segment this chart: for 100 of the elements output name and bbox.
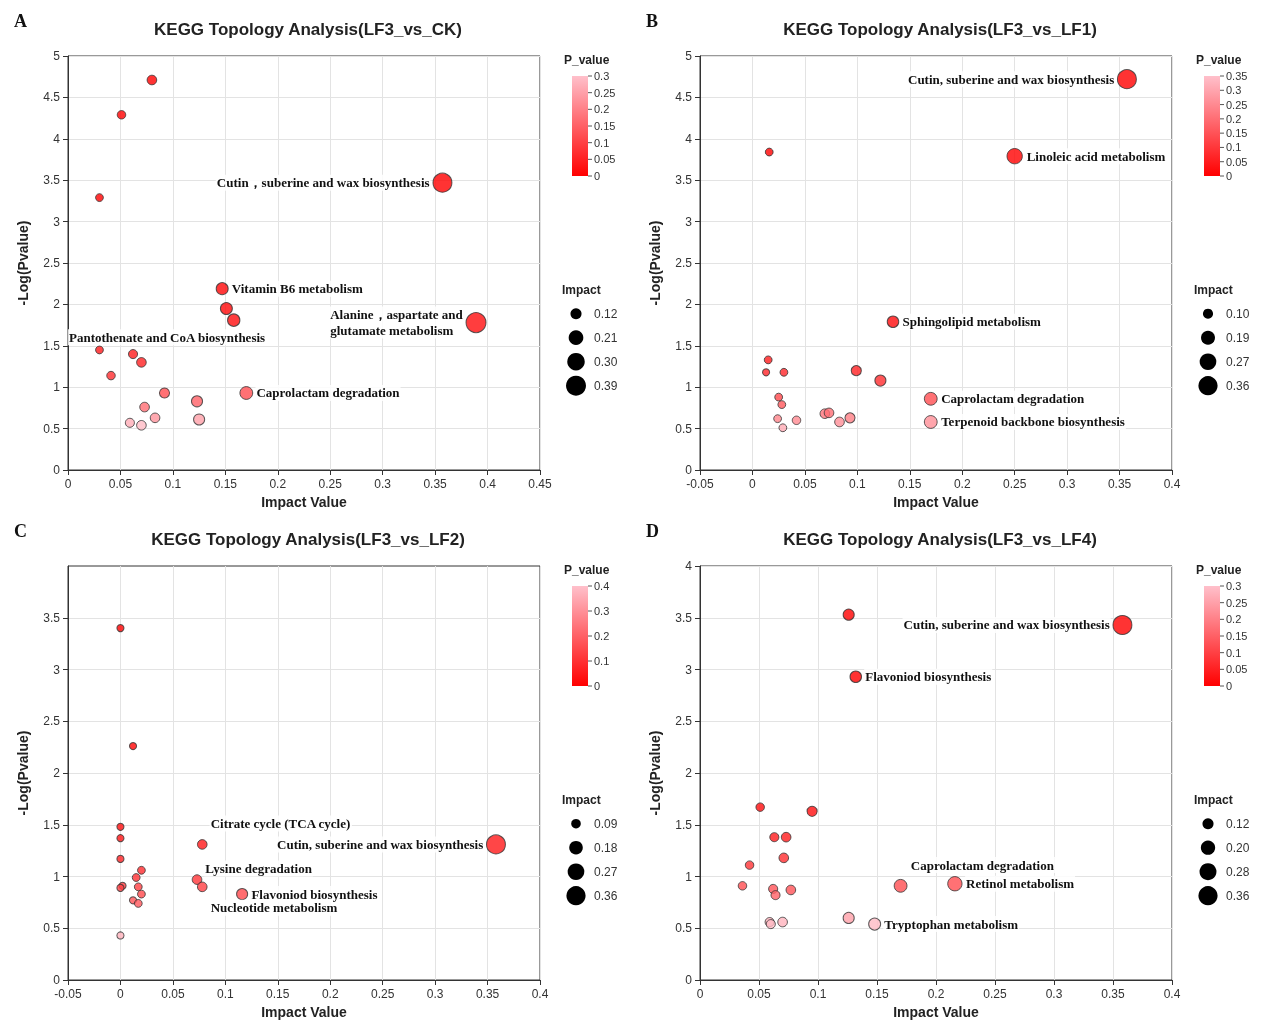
legend-label: 0.27: [594, 864, 618, 879]
x-axis-title: Impact Value: [893, 493, 980, 510]
chart-title: KEGG Topology Analysis(LF3_vs_CK): [154, 20, 462, 39]
y-axis-title: -Log(Pvalue): [15, 220, 31, 306]
y-tick-label: 1: [685, 380, 693, 395]
color-bar-label: 0: [594, 170, 601, 182]
legend-label: 0.28: [1226, 864, 1250, 879]
x-tick-label: 0.3: [1045, 987, 1063, 1001]
x-tick-label: 0.35: [475, 987, 500, 1001]
legend-label: 0.19: [1226, 330, 1250, 345]
y-tick-label: 5: [53, 49, 61, 63]
legend-label: 0.10: [1226, 306, 1250, 321]
legend-label: 0.30: [594, 354, 618, 369]
color-bar-label: 0.1: [594, 655, 610, 667]
x-tick-label: 0.05: [747, 987, 771, 1001]
legend-label: 0.36: [594, 888, 618, 903]
annotation: Flavoniod biosynthesis: [865, 669, 992, 685]
color-bar-label: 0.25: [1226, 596, 1248, 609]
x-axis-title: Impact Value: [261, 493, 348, 510]
y-tick-label: 1.5: [43, 817, 61, 832]
color-bar-label: 0.3: [594, 605, 610, 617]
y-tick-label: 4.5: [43, 90, 61, 105]
color-bar-title: P_value: [564, 563, 610, 577]
x-tick-label: 0.15: [865, 987, 889, 1001]
y-tick-label: 1.5: [675, 817, 693, 832]
color-bar-label: 0.05: [594, 153, 616, 166]
x-tick-label: 0: [117, 987, 125, 1001]
annotation: Flavoniod biosynthesis: [251, 886, 378, 902]
color-bar-title: P_value: [1196, 53, 1242, 67]
y-tick-label: 3: [685, 214, 693, 229]
legend-title: Impact: [562, 282, 601, 297]
x-tick-label: 0: [749, 477, 757, 491]
y-tick-label: 2.5: [43, 714, 61, 729]
y-tick-label: 1: [53, 869, 61, 884]
x-tick-label: 0.1: [848, 477, 866, 491]
x-tick-label: 0.3: [1058, 477, 1076, 491]
x-tick-label: 0.2: [927, 987, 945, 1001]
y-tick-label: 0: [53, 463, 61, 477]
x-tick-label: 0.15: [266, 987, 290, 1001]
annotation: Cutin, suberine and wax biosynthesis: [907, 71, 1115, 87]
y-tick-label: 4.5: [675, 90, 693, 105]
color-bar-label: 0.25: [594, 86, 616, 99]
y-tick-label: 0.5: [43, 421, 61, 436]
y-tick-label: 3.5: [43, 173, 61, 188]
chart-title: KEGG Topology Analysis(LF3_vs_LF4): [783, 530, 1097, 549]
legend-label: 0.39: [594, 378, 618, 393]
legend-label: 0.18: [594, 840, 618, 855]
x-tick-label: 0.2: [269, 477, 287, 491]
color-bar-label: 0.25: [1226, 98, 1248, 111]
color-bar-label: 0: [1226, 170, 1233, 182]
color-bar-title: P_value: [1196, 563, 1242, 577]
color-bar-label: 0: [594, 680, 601, 692]
legend-title: Impact: [1194, 282, 1233, 297]
y-tick-label: 0.5: [675, 921, 693, 936]
color-bar-label: 0.2: [594, 630, 610, 642]
legend-label: 0.12: [594, 306, 618, 321]
y-tick-label: 4: [53, 131, 61, 146]
x-tick-label: 0.1: [164, 477, 182, 491]
color-bar-label: 0.4: [594, 580, 610, 592]
x-tick-label: 0.4: [479, 477, 497, 491]
x-tick-label: 0.4: [1163, 987, 1181, 1001]
x-tick-label: 0: [64, 477, 72, 491]
y-tick-label: 0: [53, 973, 61, 987]
annotation: Terpenoid backbone biosynthesis: [941, 414, 1125, 430]
chart-title: KEGG Topology Analysis(LF3_vs_LF2): [151, 530, 465, 549]
color-bar-label: 0: [1226, 680, 1233, 692]
y-tick-label: 2.5: [675, 256, 693, 270]
annotation: Caprolactam degradation: [910, 857, 1055, 873]
y-tick-label: 3.5: [43, 610, 61, 625]
annotation: Lysine degradation: [205, 860, 313, 876]
x-tick-label: 0.25: [1002, 477, 1027, 491]
x-tick-label: 0.4: [531, 987, 549, 1001]
x-tick-label: 0.25: [983, 987, 1007, 1001]
x-tick-label: 0.25: [318, 477, 343, 491]
color-bar-label: 0.1: [594, 136, 610, 149]
annotation: Cutin，suberine and wax biosynthesis: [216, 175, 430, 191]
annotation: Vitamin B6 metabolism: [231, 281, 363, 297]
y-tick-label: 2.5: [675, 714, 693, 729]
legend-label: 0.36: [1226, 888, 1250, 903]
y-tick-label: 3.5: [675, 610, 693, 625]
legend-label: 0.36: [1226, 378, 1250, 393]
x-tick-label: 0.1: [216, 987, 234, 1001]
x-tick-label: -0.05: [54, 987, 82, 1001]
legend-title: Impact: [1194, 792, 1233, 807]
x-tick-label: 0.35: [1101, 987, 1125, 1001]
x-tick-label: 0.1: [809, 987, 827, 1001]
x-axis-title: Impact Value: [261, 1003, 348, 1020]
legend-label: 0.12: [1226, 816, 1250, 831]
x-tick-label: 0.05: [793, 477, 817, 491]
y-tick-label: 4: [685, 131, 693, 146]
x-tick-label: -0.05: [686, 477, 714, 491]
color-bar-label: 0.2: [1226, 613, 1242, 626]
color-bar-label: 0.3: [594, 70, 610, 82]
annotation: Caprolactam degradation: [941, 391, 1086, 407]
y-tick-label: 0.5: [675, 421, 693, 436]
annotation: Pantothenate and CoA biosynthesis: [69, 329, 266, 345]
y-tick-label: 3: [685, 662, 693, 677]
color-bar-title: P_value: [564, 53, 610, 67]
x-tick-label: 0.05: [161, 987, 185, 1001]
x-tick-label: 0.3: [426, 987, 444, 1001]
